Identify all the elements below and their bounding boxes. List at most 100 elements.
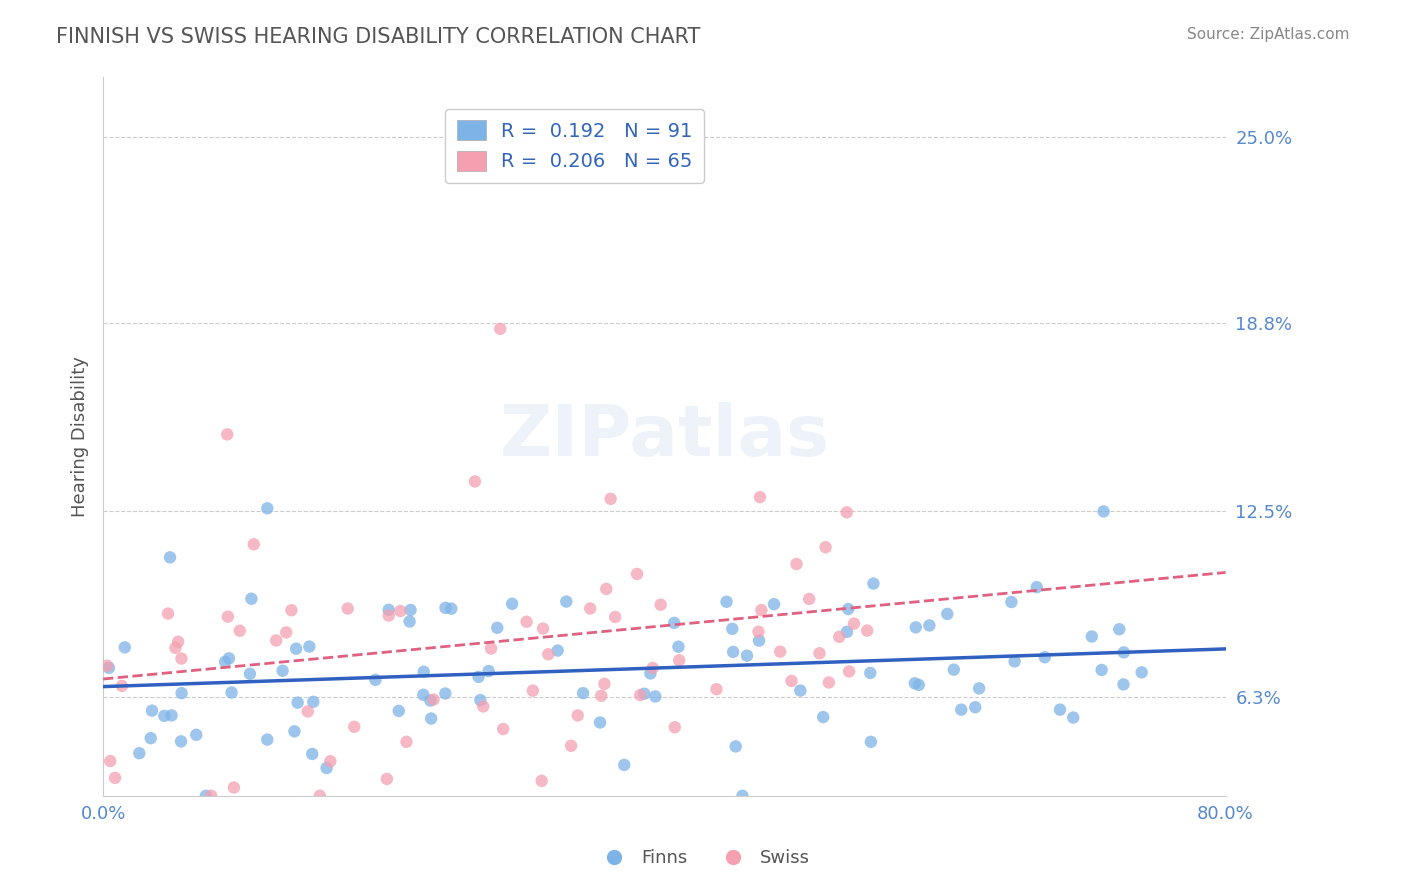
- Finns: [748, 633, 770, 648]
- Finns: [1091, 663, 1114, 677]
- Swiss: [96, 658, 118, 673]
- Finns: [315, 761, 337, 775]
- Finns: [139, 731, 162, 746]
- Finns: [388, 704, 411, 718]
- Swiss: [170, 651, 193, 665]
- Swiss: [641, 661, 664, 675]
- Swiss: [531, 622, 554, 636]
- Finns: [811, 710, 834, 724]
- Finns: [1108, 622, 1130, 636]
- Finns: [1049, 703, 1071, 717]
- Finns: [918, 618, 941, 632]
- Swiss: [479, 641, 502, 656]
- Finns: [287, 696, 309, 710]
- Swiss: [378, 608, 401, 623]
- Swiss: [165, 640, 187, 655]
- Finns: [1062, 710, 1084, 724]
- Finns: [1025, 580, 1047, 594]
- Swiss: [560, 739, 582, 753]
- Finns: [97, 661, 120, 675]
- Finns: [942, 663, 965, 677]
- Finns: [434, 600, 457, 615]
- Finns: [1112, 677, 1135, 691]
- Legend: R =  0.192   N = 91, R =  0.206   N = 65: R = 0.192 N = 91, R = 0.206 N = 65: [444, 109, 704, 183]
- Finns: [763, 597, 786, 611]
- Swiss: [842, 616, 865, 631]
- Finns: [965, 700, 987, 714]
- Finns: [633, 687, 655, 701]
- Finns: [967, 681, 990, 696]
- Swiss: [828, 630, 851, 644]
- Swiss: [389, 604, 412, 618]
- Swiss: [591, 689, 613, 703]
- Swiss: [217, 609, 239, 624]
- Swiss: [605, 610, 627, 624]
- Swiss: [280, 603, 302, 617]
- Swiss: [599, 491, 621, 506]
- Finns: [613, 758, 636, 772]
- Finns: [240, 591, 263, 606]
- Swiss: [567, 708, 589, 723]
- Finns: [936, 607, 959, 621]
- Swiss: [343, 720, 366, 734]
- Swiss: [537, 647, 560, 661]
- Swiss: [595, 582, 617, 596]
- Finns: [256, 501, 278, 516]
- Swiss: [395, 735, 418, 749]
- Finns: [664, 615, 686, 630]
- Finns: [640, 666, 662, 681]
- Finns: [218, 651, 240, 665]
- Swiss: [628, 688, 651, 702]
- Swiss: [579, 601, 602, 615]
- Finns: [399, 603, 422, 617]
- Finns: [904, 676, 927, 690]
- Finns: [301, 747, 323, 761]
- Finns: [501, 597, 523, 611]
- Swiss: [222, 780, 245, 795]
- Text: ZIPatlas: ZIPatlas: [499, 402, 830, 471]
- Finns: [283, 724, 305, 739]
- Finns: [1112, 645, 1135, 659]
- Swiss: [520, 136, 543, 151]
- Swiss: [336, 601, 359, 615]
- Swiss: [516, 615, 538, 629]
- Finns: [377, 603, 399, 617]
- Swiss: [749, 490, 772, 504]
- Finns: [153, 709, 176, 723]
- Finns: [1000, 595, 1022, 609]
- Swiss: [668, 653, 690, 667]
- Finns: [1130, 665, 1153, 680]
- Swiss: [706, 682, 728, 697]
- Swiss: [264, 633, 287, 648]
- Swiss: [375, 772, 398, 786]
- Finns: [1092, 504, 1115, 518]
- Text: FINNISH VS SWISS HEARING DISABILITY CORRELATION CHART: FINNISH VS SWISS HEARING DISABILITY CORR…: [56, 27, 700, 46]
- Finns: [160, 708, 183, 723]
- Finns: [194, 789, 217, 803]
- Finns: [724, 739, 747, 754]
- Finns: [419, 693, 441, 707]
- Finns: [170, 686, 193, 700]
- Swiss: [157, 607, 180, 621]
- Finns: [256, 732, 278, 747]
- Finns: [731, 789, 754, 803]
- Finns: [412, 665, 434, 679]
- Finns: [716, 595, 738, 609]
- Finns: [271, 664, 294, 678]
- Swiss: [769, 645, 792, 659]
- Swiss: [650, 598, 672, 612]
- Swiss: [276, 625, 298, 640]
- Swiss: [104, 771, 127, 785]
- Swiss: [780, 673, 803, 688]
- Finns: [478, 664, 501, 678]
- Swiss: [167, 634, 190, 648]
- Finns: [170, 734, 193, 748]
- Text: Source: ZipAtlas.com: Source: ZipAtlas.com: [1187, 27, 1350, 42]
- Swiss: [243, 537, 266, 551]
- Finns: [735, 648, 758, 663]
- Finns: [589, 715, 612, 730]
- Finns: [907, 678, 929, 692]
- Finns: [1033, 650, 1056, 665]
- Swiss: [308, 789, 330, 803]
- Finns: [789, 683, 811, 698]
